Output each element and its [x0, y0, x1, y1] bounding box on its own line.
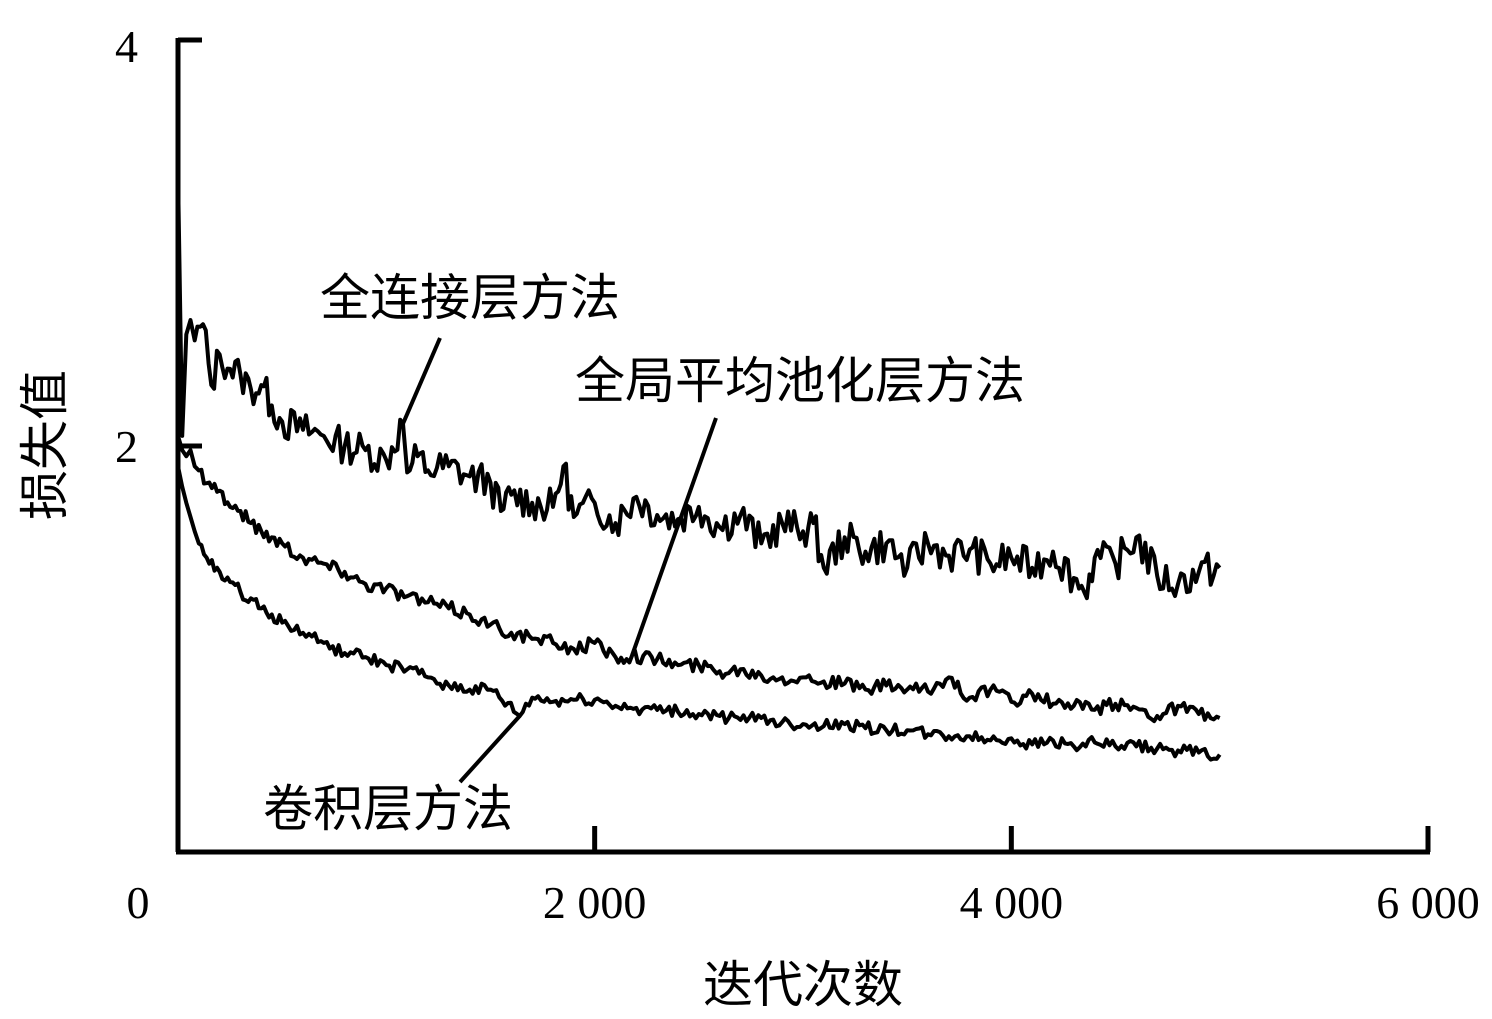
annotation-leaders	[401, 337, 718, 784]
y-tick-label: 4	[115, 21, 138, 72]
series-line-1	[176, 435, 1221, 724]
x-tick-label: 0	[127, 877, 150, 928]
annotation-leader	[401, 337, 442, 425]
series-line-2	[176, 465, 1222, 762]
x-tick-label: 4 000	[960, 877, 1064, 928]
y-axis-title: 损失值	[16, 370, 74, 520]
ticks: 0 2 000 4 000 6 000 2 4	[115, 21, 1480, 928]
y-tick-label: 2	[115, 421, 138, 472]
series-group	[176, 171, 1222, 762]
annotation-leader	[630, 417, 718, 656]
annotation-label: 全局平均池化层方法	[575, 352, 1025, 410]
x-tick-label: 2 000	[543, 877, 647, 928]
x-tick-label: 6 000	[1376, 877, 1480, 928]
x-axis-title: 迭代次数	[703, 956, 903, 1014]
series-line-0	[176, 171, 1222, 601]
annotation-leader	[458, 714, 522, 784]
annotation-label: 卷积层方法	[263, 780, 513, 838]
annotation-label: 全连接层方法	[320, 269, 620, 327]
